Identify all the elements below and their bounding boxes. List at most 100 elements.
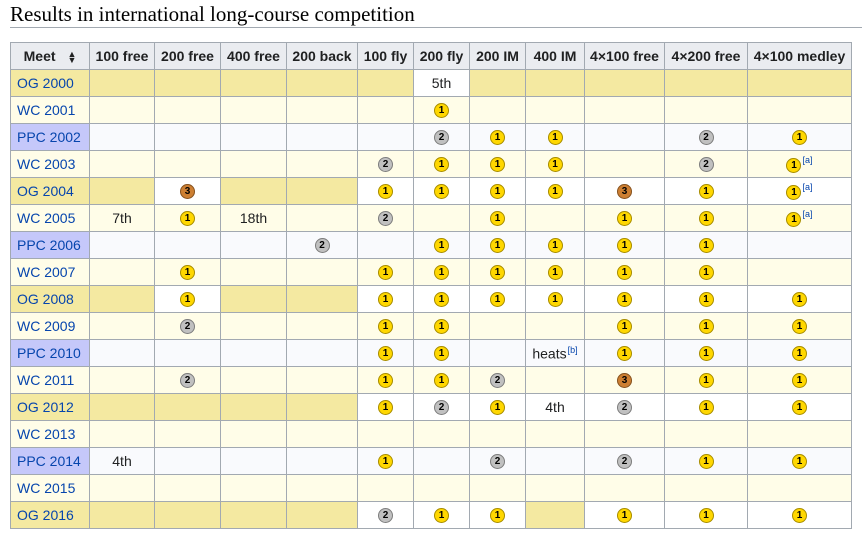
empty-cell [89,96,155,124]
gold-medal-icon: 1 [792,454,807,470]
gold-medal-icon: 1 [434,157,449,173]
result-cell: 1 [469,177,526,205]
gold-medal-icon: 1 [490,508,505,524]
empty-cell [286,474,358,502]
result-cell: 2 [154,312,221,340]
result-cell: 1 [664,258,748,286]
meet-link[interactable]: OG 2012 [10,393,90,421]
meet-link[interactable]: PPC 2006 [10,231,90,259]
gold-medal-icon: 1 [792,292,807,308]
meet-link[interactable]: WC 2005 [10,204,90,232]
empty-cell [469,312,526,340]
gold-medal-icon: 1 [378,400,393,416]
gold-medal-icon: 1 [698,508,714,524]
result-cell: 1 [747,339,852,367]
gold-medal-icon: 1 [792,319,807,335]
empty-cell [154,150,221,178]
empty-cell [220,474,287,502]
footnote-link[interactable]: [a] [802,209,813,220]
bronze-medal-icon: 3 [617,373,632,389]
meet-link[interactable]: WC 2003 [10,150,90,178]
table-row: WC 2009 2 1 1 1 1 1 [10,312,852,340]
empty-cell [286,177,358,205]
meet-link[interactable]: WC 2009 [10,312,90,340]
meet-link[interactable]: OG 2016 [10,501,90,529]
result-cell: 1 [413,231,470,259]
empty-cell [154,339,221,367]
empty-cell [89,69,155,97]
result-cell: 1 [469,501,526,529]
empty-cell [747,420,852,448]
empty-cell [286,393,358,421]
result-cell: 1 [469,285,526,313]
empty-cell [286,447,358,475]
meet-link[interactable]: WC 2013 [10,420,90,448]
gold-medal-icon: 1 [490,292,505,308]
placement-text: 4th [545,399,565,415]
table-row: OG 2012 1 2 1 4th 2 1 1 [10,393,852,421]
column-header-meet[interactable]: Meet ▲ ▼ [10,42,90,70]
empty-cell [154,231,221,259]
result-cell: 1 [154,258,221,286]
result-cell: 2 [357,501,414,529]
footnote-link[interactable]: [b] [567,344,578,355]
footnote-link[interactable]: [a] [802,182,813,193]
empty-cell [664,69,748,97]
gold-medal-icon: 1 [792,400,807,416]
empty-cell [220,258,287,286]
result-cell: 1 [664,366,748,394]
result-cell: 2 [286,231,358,259]
result-cell: 1 [413,285,470,313]
meet-link[interactable]: OG 2000 [10,69,90,97]
meet-link[interactable]: OG 2008 [10,285,90,313]
gold-medal-icon: 1 [792,346,807,362]
result-cell: 1 [747,285,852,313]
meet-link[interactable]: PPC 2014 [10,447,90,475]
empty-cell [286,150,358,178]
empty-cell [154,123,221,151]
empty-cell [747,474,852,502]
silver-medal-icon: 2 [617,400,632,416]
footnote-link[interactable]: [a] [802,155,813,166]
silver-medal-icon: 2 [434,400,449,416]
meet-link[interactable]: WC 2007 [10,258,90,286]
result-cell: 5th [413,69,470,97]
gold-medal-icon: 1 [698,373,714,389]
result-cell: 1 [525,177,585,205]
meet-link[interactable]: WC 2011 [10,366,90,394]
result-cell: 1 [a] [747,150,852,178]
result-cell: 1 [357,447,414,475]
placement-text: 5th [431,75,452,91]
empty-cell [357,420,414,448]
empty-cell [357,69,414,97]
gold-medal-icon: 1 [434,346,449,362]
result-cell: 1 [413,366,470,394]
gold-medal-icon: 1 [378,346,393,362]
meet-link[interactable]: WC 2001 [10,96,90,124]
heading-divider [10,27,862,28]
gold-medal-icon: 1 [698,400,714,416]
empty-cell [413,420,470,448]
meet-link[interactable]: WC 2015 [10,474,90,502]
result-cell: 1 [469,204,526,232]
result-cell: 1 [357,393,414,421]
result-cell: 1 [357,366,414,394]
gold-medal-icon: 1 [786,211,802,227]
empty-cell [220,123,287,151]
result-cell: 1 [a] [747,177,852,205]
empty-cell [286,123,358,151]
result-cell: 1 [357,339,414,367]
gold-medal-icon: 1 [434,265,449,281]
gold-medal-icon: 1 [547,238,563,254]
empty-cell [154,474,221,502]
meet-link[interactable]: PPC 2002 [10,123,90,151]
gold-medal-icon: 1 [617,319,632,335]
meet-link[interactable]: PPC 2010 [10,339,90,367]
result-cell: 1 [357,312,414,340]
sort-icon[interactable]: ▲ ▼ [67,49,77,66]
meet-link[interactable]: OG 2004 [10,177,90,205]
empty-cell [220,366,287,394]
silver-medal-icon: 2 [180,319,195,335]
result-cell: 1 [413,96,470,124]
gold-medal-icon: 1 [490,238,505,254]
